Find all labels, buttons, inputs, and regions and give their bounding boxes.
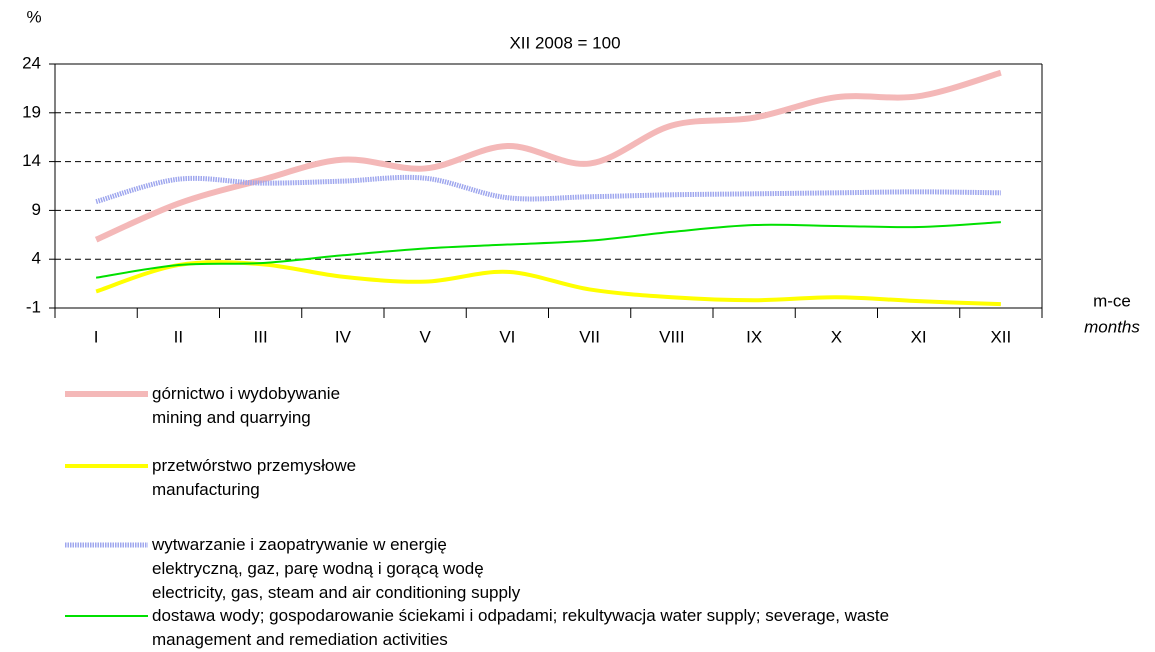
- x-tick-label: III: [254, 327, 268, 346]
- x-tick-label: X: [831, 327, 842, 346]
- x-tick-label: VIII: [659, 327, 685, 346]
- legend-label: dostawa wody; gospodarowanie ściekami i …: [152, 606, 890, 649]
- y-tick-label: 9: [32, 200, 41, 219]
- x-tick-label: IV: [335, 327, 352, 346]
- y-tick-label: 4: [32, 249, 41, 268]
- series-line: [95, 260, 1001, 307]
- legend-label: górnictwo i wydobywanie mining and quarr…: [152, 384, 341, 427]
- chart-subtitle: XII 2008 = 100: [509, 33, 620, 52]
- x-tick-label: IX: [746, 327, 762, 346]
- x-tick-label: XI: [911, 327, 927, 346]
- x-tick-label: II: [174, 327, 183, 346]
- x-tick-label: VI: [499, 327, 515, 346]
- series-line: [95, 174, 1001, 205]
- x-tick-label: I: [94, 327, 99, 346]
- x-axis-label: m-ce: [1093, 291, 1131, 310]
- y-tick-label: -1: [26, 297, 41, 316]
- y-tick-label: 14: [22, 151, 41, 170]
- legend-label: wytwarzanie i zaopatrywanie w energię el…: [152, 535, 521, 602]
- x-tick-label: V: [419, 327, 431, 346]
- y-tick-label: 24: [22, 53, 41, 72]
- y-unit: %: [26, 7, 41, 26]
- x-tick-label: VII: [579, 327, 600, 346]
- series-line: [95, 221, 1001, 279]
- y-tick-label: 19: [22, 102, 41, 121]
- x-tick-label: XII: [990, 327, 1011, 346]
- x-axis-label-en: months: [1084, 317, 1140, 336]
- series-line: [94, 69, 1002, 243]
- legend-label: przetwórstwo przemysłowe manufacturing: [152, 456, 357, 499]
